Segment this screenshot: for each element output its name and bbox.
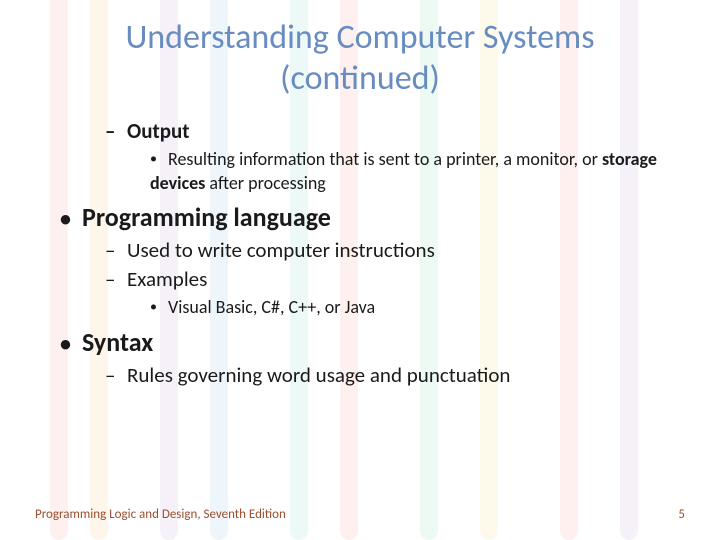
list-item: Used to write computer instructions <box>105 237 660 263</box>
slide-content: OutputResulting information that is sent… <box>60 118 660 388</box>
list-item: OutputResulting information that is sent… <box>105 118 660 196</box>
list-item: SyntaxRules governing word usage and pun… <box>60 326 660 388</box>
list-item: Programming languageUsed to write comput… <box>60 201 660 319</box>
slide: Understanding Computer Systems (continue… <box>0 0 720 540</box>
list-item: Rules governing word usage and punctuati… <box>105 362 660 388</box>
list-item: Visual Basic, C#, C++, or Java <box>150 295 660 319</box>
list-item: Resulting information that is sent to a … <box>150 147 660 196</box>
slide-title: Understanding Computer Systems (continue… <box>60 18 660 100</box>
list-item: OutputResulting information that is sent… <box>60 118 660 196</box>
bullet-list: OutputResulting information that is sent… <box>60 118 660 388</box>
list-item: ExamplesVisual Basic, C#, C++, or Java <box>105 266 660 319</box>
